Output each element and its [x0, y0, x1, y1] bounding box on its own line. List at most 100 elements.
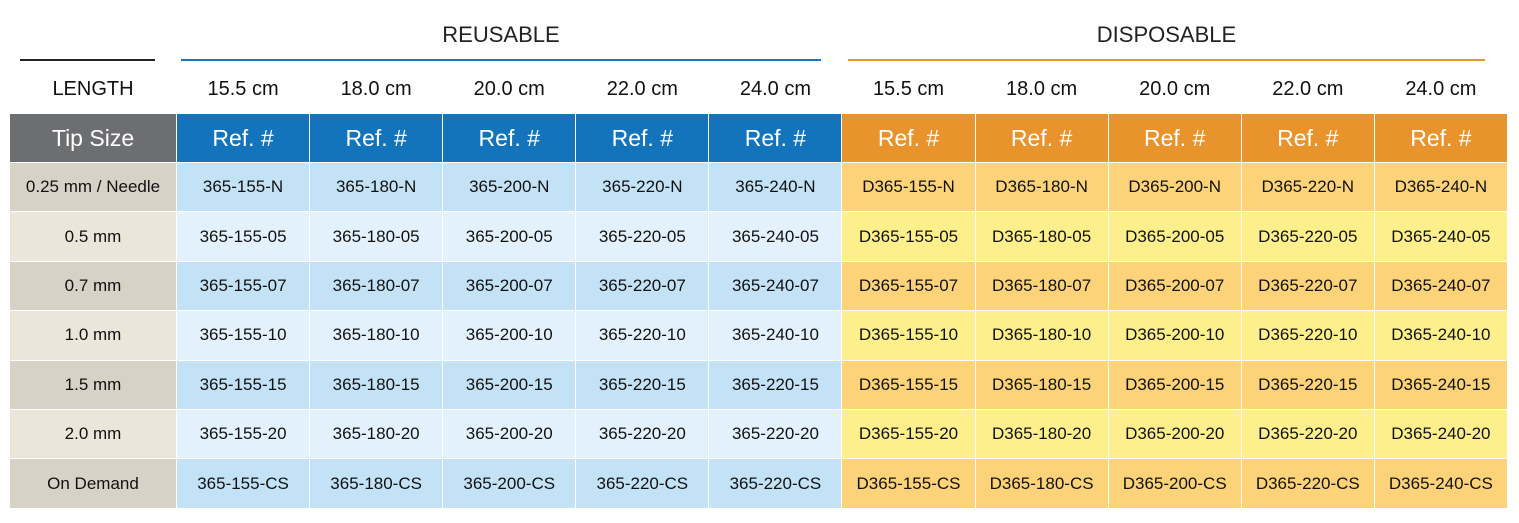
ref-number: D365-240-10 — [1374, 311, 1508, 361]
ref-number: D365-240-20 — [1374, 409, 1508, 460]
length: 22.0 cm — [576, 66, 710, 114]
ref-header: Ref. # — [842, 114, 976, 163]
ref-number: 365-200-05 — [443, 212, 577, 262]
ref-number: D365-200-07 — [1108, 261, 1242, 312]
ref-number: D365-240-15 — [1374, 360, 1508, 410]
ref-number: D365-200-20 — [1108, 409, 1242, 460]
ref-number: D365-180-07 — [975, 261, 1109, 312]
ref-number: D365-220-07 — [1241, 261, 1375, 312]
ref-number: 365-155-15 — [177, 360, 311, 410]
ref-number: D365-240-N — [1374, 163, 1508, 213]
ref-number: D365-155-07 — [842, 261, 976, 312]
tip-size: 0.5 mm — [10, 212, 177, 262]
ref-header: Ref. # — [1374, 114, 1508, 163]
ref-number: D365-200-15 — [1108, 360, 1242, 410]
group-title: DISPOSABLE — [1096, 22, 1237, 47]
ref-number: 365-200-15 — [443, 360, 577, 410]
ref-number: D365-155-05 — [842, 212, 976, 262]
ref-number: D365-220-N — [1241, 163, 1375, 213]
tip-size: 0.25 mm / Needle — [10, 163, 177, 213]
ref-header: Ref. # — [709, 114, 843, 163]
ref-number: 365-220-CS — [709, 459, 843, 509]
table: LENGTH 15.5 cm 18.0 cm 20.0 cm 22.0 cm 24.0 c… — [10, 66, 1508, 509]
length: 20.0 cm — [443, 66, 577, 114]
length: 15.5 cm — [842, 66, 976, 114]
ref-number: 365-155-N — [177, 163, 311, 213]
ref-number: D365-155-15 — [842, 360, 976, 410]
ref-number: 365-220-10 — [576, 311, 710, 361]
ref-number: 365-220-20 — [576, 409, 710, 460]
ref-number: 365-240-N — [709, 163, 843, 213]
ref-number: 365-240-05 — [709, 212, 843, 262]
ref-number: D365-220-20 — [1241, 409, 1375, 460]
rule — [181, 59, 821, 61]
ref-number: 365-200-20 — [443, 409, 577, 460]
ref-number: 365-220-N — [576, 163, 710, 213]
tip-size: 1.0 mm — [10, 311, 177, 361]
length: 24.0 cm — [1374, 66, 1508, 114]
ref-header: Ref. # — [576, 114, 710, 163]
tip-size-header: Tip Size — [10, 114, 177, 163]
length: 22.0 cm — [1241, 66, 1375, 114]
ref-number: D365-200-05 — [1108, 212, 1242, 262]
ref-number: D365-220-CS — [1241, 459, 1375, 509]
ref-number: 365-220-15 — [709, 360, 843, 410]
ref-number: D365-180-N — [975, 163, 1109, 213]
ref-number: 365-200-CS — [443, 459, 577, 509]
ref-header: Ref. # — [177, 114, 311, 163]
ref-number: D365-180-CS — [975, 459, 1109, 509]
ref-number: D365-155-10 — [842, 311, 976, 361]
ref-number: D365-220-15 — [1241, 360, 1375, 410]
ref-number: D365-180-05 — [975, 212, 1109, 262]
ref-number: 365-155-20 — [177, 409, 311, 460]
ref-header: Ref. # — [443, 114, 577, 163]
ref-number: 365-220-15 — [576, 360, 710, 410]
ref-number: D365-180-15 — [975, 360, 1109, 410]
ref-number: 365-180-07 — [310, 261, 444, 312]
ref-number: D365-240-CS — [1374, 459, 1508, 509]
length-label: LENGTH — [10, 66, 177, 114]
ref-header: Ref. # — [1108, 114, 1242, 163]
length: 18.0 cm — [310, 66, 444, 114]
ref-number: 365-180-CS — [310, 459, 444, 509]
ref-number: D365-220-05 — [1241, 212, 1375, 262]
ref-header: Ref. # — [1241, 114, 1375, 163]
ref-number: D365-155-CS — [842, 459, 976, 509]
tip-size: 0.7 mm — [10, 261, 177, 312]
length: 18.0 cm — [975, 66, 1109, 114]
ref-number: 365-240-07 — [709, 261, 843, 312]
group-title: REUSABLE — [442, 22, 560, 47]
length: 20.0 cm — [1108, 66, 1242, 114]
tip-size: On Demand — [10, 459, 177, 509]
ref-number: 365-155-07 — [177, 261, 311, 312]
tip-size: 2.0 mm — [10, 409, 177, 460]
ref-number: D365-200-CS — [1108, 459, 1242, 509]
ref-number: 365-180-N — [310, 163, 444, 213]
ref-number: 365-240-10 — [709, 311, 843, 361]
ref-number: D365-220-10 — [1241, 311, 1375, 361]
length: 24.0 cm — [709, 66, 843, 114]
rule — [848, 59, 1485, 61]
ref-number: 365-180-05 — [310, 212, 444, 262]
ref-number: 365-180-15 — [310, 360, 444, 410]
length: 15.5 cm — [177, 66, 311, 114]
ref-header: Ref. # — [975, 114, 1109, 163]
ref-number: 365-155-05 — [177, 212, 311, 262]
ref-number: D365-180-20 — [975, 409, 1109, 460]
ref-number: D365-240-05 — [1374, 212, 1508, 262]
ref-number: 365-155-10 — [177, 311, 311, 361]
ref-number: 365-200-10 — [443, 311, 577, 361]
ref-number: D365-240-07 — [1374, 261, 1508, 312]
ref-number: 365-220-05 — [576, 212, 710, 262]
ref-number: 365-220-CS — [576, 459, 710, 509]
ref-number: 365-180-10 — [310, 311, 444, 361]
ref-number: D365-200-10 — [1108, 311, 1242, 361]
ref-number: 365-200-07 — [443, 261, 577, 312]
ref-number: D365-200-N — [1108, 163, 1242, 213]
ref-header: Ref. # — [310, 114, 444, 163]
rule — [20, 59, 155, 61]
ref-number: D365-155-N — [842, 163, 976, 213]
ref-number: 365-220-20 — [709, 409, 843, 460]
ref-number: D365-180-10 — [975, 311, 1109, 361]
